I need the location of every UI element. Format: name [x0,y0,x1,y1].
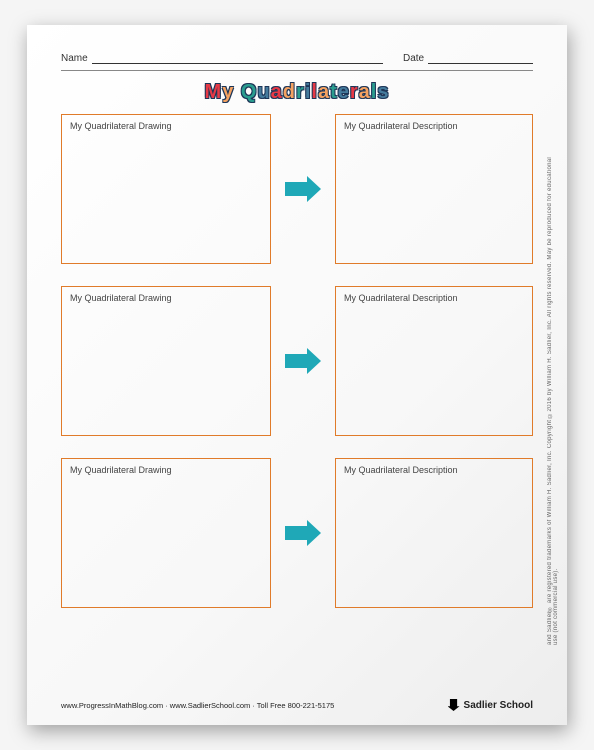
description-box-label: My Quadrilateral Description [344,121,524,131]
name-field: Name [61,53,383,64]
drawing-box[interactable]: My Quadrilateral Drawing [61,286,271,436]
date-underline[interactable] [428,54,533,64]
worksheet-row: My Quadrilateral Drawing My Quadrilateral… [61,114,533,264]
description-box[interactable]: My Quadrilateral Description [335,114,533,264]
date-field: Date [403,53,533,64]
description-box[interactable]: My Quadrilateral Description [335,286,533,436]
copyright-side-text: and Sadlier® are registered trademarks o… [547,145,559,645]
description-box-label: My Quadrilateral Description [344,293,524,303]
header-row: Name Date [61,53,533,64]
name-label: Name [61,53,88,64]
page-title: My Quadrilaterals [61,81,533,104]
name-underline[interactable] [92,54,383,64]
worksheet-page: Name Date My Quadrilaterals My Quadrilat… [27,25,567,725]
worksheet-row: My Quadrilateral Drawing My Quadrilateral… [61,458,533,608]
brand-name: Sadlier School [464,700,533,711]
drawing-box[interactable]: My Quadrilateral Drawing [61,458,271,608]
drawing-box-label: My Quadrilateral Drawing [70,121,262,131]
drawing-box[interactable]: My Quadrilateral Drawing [61,114,271,264]
description-box[interactable]: My Quadrilateral Description [335,458,533,608]
arrow-icon [283,520,323,546]
footer-links: www.ProgressInMathBlog.com · www.Sadlier… [61,701,334,710]
worksheet-rows: My Quadrilateral Drawing My Quadrilateral… [61,114,533,608]
divider [61,70,533,71]
brand: Sadlier School [448,699,533,711]
arrow-icon [283,348,323,374]
worksheet-row: My Quadrilateral Drawing My Quadrilateral… [61,286,533,436]
arrow-icon [283,176,323,202]
footer: www.ProgressInMathBlog.com · www.Sadlier… [61,699,533,711]
drawing-box-label: My Quadrilateral Drawing [70,293,262,303]
drawing-box-label: My Quadrilateral Drawing [70,465,262,475]
date-label: Date [403,53,424,64]
brand-logo-icon [448,699,460,711]
description-box-label: My Quadrilateral Description [344,465,524,475]
